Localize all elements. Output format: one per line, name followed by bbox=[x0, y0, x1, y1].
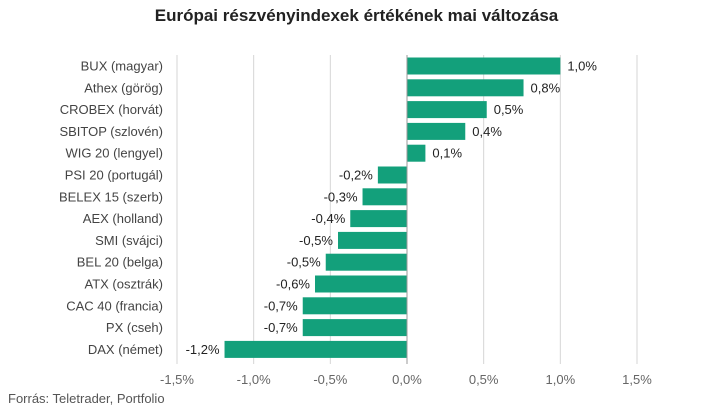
bar bbox=[325, 253, 407, 271]
value-label: 0,4% bbox=[472, 124, 502, 139]
bar bbox=[407, 79, 524, 97]
category-label: PX (cseh) bbox=[106, 320, 163, 335]
value-label: -0,6% bbox=[276, 277, 310, 292]
bar bbox=[224, 340, 407, 358]
value-label: 1,0% bbox=[567, 59, 597, 74]
bar bbox=[407, 57, 561, 75]
bar bbox=[407, 101, 487, 119]
x-tick-label: 0,5% bbox=[469, 372, 499, 387]
bar bbox=[350, 210, 407, 228]
category-label: BUX (magyar) bbox=[81, 59, 163, 74]
source-note: Forrás: Teletrader, Portfolio bbox=[8, 391, 165, 406]
category-label: DAX (német) bbox=[88, 342, 163, 357]
x-tick-label: -1,5% bbox=[160, 372, 194, 387]
category-label: Athex (görög) bbox=[84, 80, 163, 95]
value-label: -0,5% bbox=[299, 233, 333, 248]
category-label: BELEX 15 (szerb) bbox=[59, 189, 163, 204]
bar bbox=[315, 275, 407, 293]
x-tick-label: 1,0% bbox=[546, 372, 576, 387]
bar bbox=[302, 319, 407, 337]
bar bbox=[377, 166, 407, 184]
category-label: PSI 20 (portugál) bbox=[65, 168, 163, 183]
value-label: 0,1% bbox=[432, 146, 462, 161]
value-label: -0,7% bbox=[264, 320, 298, 335]
value-label: -0,7% bbox=[264, 298, 298, 313]
category-label: AEX (holland) bbox=[83, 211, 163, 226]
value-label: -0,2% bbox=[339, 168, 373, 183]
x-tick-label: -1,0% bbox=[237, 372, 271, 387]
value-label: -0,4% bbox=[311, 211, 345, 226]
x-tick-label: -0,5% bbox=[313, 372, 347, 387]
value-label: -0,5% bbox=[287, 255, 321, 270]
bar bbox=[407, 144, 426, 162]
bar bbox=[302, 297, 407, 315]
category-label: SMI (svájci) bbox=[95, 233, 163, 248]
x-tick-label: 0,0% bbox=[392, 372, 422, 387]
value-label: 0,8% bbox=[531, 80, 561, 95]
category-label: BEL 20 (belga) bbox=[77, 255, 163, 270]
category-label: ATX (osztrák) bbox=[85, 277, 164, 292]
x-tick-label: 1,5% bbox=[622, 372, 652, 387]
category-label: CROBEX (horvát) bbox=[60, 102, 163, 117]
category-label: WIG 20 (lengyel) bbox=[65, 146, 163, 161]
value-label: -1,2% bbox=[186, 342, 220, 357]
value-label: 0,5% bbox=[494, 102, 524, 117]
category-label: SBITOP (szlovén) bbox=[59, 124, 163, 139]
bar bbox=[338, 231, 407, 249]
category-label: CAC 40 (francia) bbox=[66, 298, 163, 313]
chart-title: Európai részvényindexek értékének mai vá… bbox=[154, 6, 559, 25]
bar bbox=[362, 188, 407, 206]
value-label: -0,3% bbox=[324, 189, 358, 204]
bar bbox=[407, 122, 466, 140]
